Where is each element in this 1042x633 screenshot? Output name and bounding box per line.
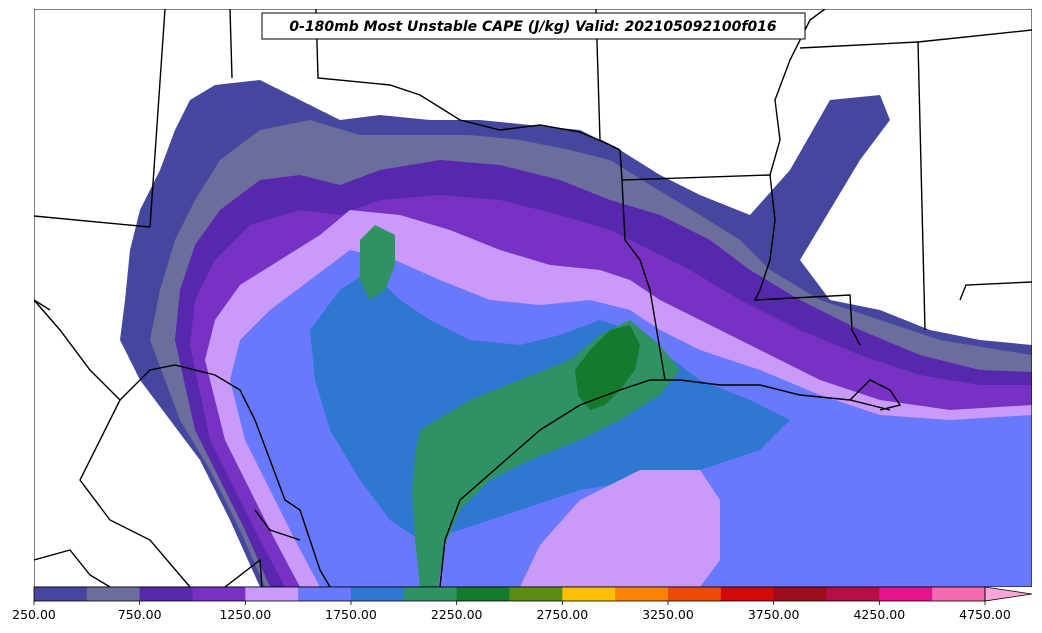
title-box-border (261, 12, 806, 40)
cape-contours (120, 80, 1032, 587)
colorbar-segment (826, 587, 880, 601)
colorbar-frame (33, 586, 986, 602)
boundary-nm-sw (34, 299, 51, 311)
boundary-mexico-state-4 (224, 558, 263, 587)
boundary-texas-louisiana (621, 179, 666, 381)
colorbar-tick-label: 4250.00 (853, 607, 905, 622)
boundary-mexico-state-2 (254, 509, 301, 541)
boundary-florida-panhandle (959, 281, 1032, 301)
political-boundaries (34, 9, 1032, 587)
boundary-alabama-georgia (917, 29, 1032, 43)
colorbar-segment (668, 587, 722, 601)
colorbar-segment (456, 587, 510, 601)
colorbar-tick-label: 1750.00 (325, 607, 377, 622)
colorbar-segment (509, 587, 563, 601)
colorbar-segment (879, 587, 933, 601)
colorbar-tick-label: 2750.00 (536, 607, 588, 622)
colorbar-segment (562, 587, 616, 601)
colorbar-segment (403, 587, 458, 601)
cape-band-2500 (575, 325, 640, 410)
boundary-texas-mexico-rio-grande (34, 299, 331, 587)
map-title: 0-180mb Most Unstable CAPE (J/kg) Valid:… (289, 19, 777, 35)
boundary-mississippi-river-south (753, 174, 861, 346)
colorbar-segment (86, 587, 141, 601)
boundary-oklahoma-arkansas (595, 9, 621, 151)
colorbar-segment (192, 587, 246, 601)
colorbar-segment (139, 587, 193, 601)
colorbar-segment (351, 587, 405, 601)
colorbar-tick-label: 250.00 (12, 607, 56, 622)
boundary-mississippi-river (769, 9, 826, 176)
cape-band-1250-south (520, 470, 720, 587)
cape-band-2000-texas-panhandle (360, 225, 395, 300)
colorbar-tick-label: 3750.00 (748, 607, 800, 622)
colorbar-tick-label: 750.00 (118, 607, 162, 622)
colorbar: 250.00 750.00 1250.00 1750.00 2250.00 2750.00… (12, 586, 1033, 622)
coastline-texas (439, 379, 891, 587)
colorbar-tick-label: 2250.00 (431, 607, 483, 622)
boundary-nm-west-border (149, 9, 166, 228)
boundary-colorado-new-mexico-border (34, 215, 151, 228)
boundary-mexico-chihuahua (79, 399, 191, 587)
colorbar-segment (34, 587, 88, 601)
boundary-oklahoma-panhandle (315, 9, 621, 151)
boundary-mexico-state-3 (34, 549, 111, 587)
colorbar-segment (245, 587, 299, 601)
colorbar-tick-label: 1250.00 (219, 607, 271, 622)
colorbar-tick-label: 3250.00 (642, 607, 694, 622)
title-box: 0-180mb Most Unstable CAPE (J/kg) Valid:… (261, 12, 806, 40)
colorbar-segment (932, 587, 986, 601)
boundary-texas-west (229, 9, 233, 79)
coastline-louisiana-delta (849, 379, 902, 411)
colorbar-extension-arrow (984, 586, 1033, 602)
colorbar-segment (720, 587, 775, 601)
colorbar-segment (298, 587, 352, 601)
colorbar-segment (773, 587, 827, 601)
map-area (34, 9, 1032, 587)
colorbar-segment (615, 587, 669, 601)
colorbar-tick-label: 4750.00 (959, 607, 1011, 622)
